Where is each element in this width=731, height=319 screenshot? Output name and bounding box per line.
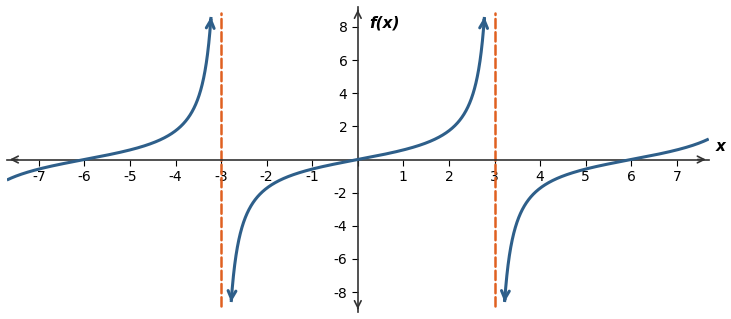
Text: f(x): f(x) (369, 15, 400, 30)
Text: x: x (716, 139, 725, 154)
